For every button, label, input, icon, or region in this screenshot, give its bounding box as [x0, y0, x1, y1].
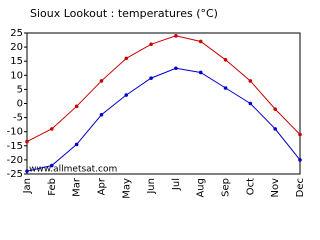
point: [248, 101, 253, 106]
y-tick-label: -15: [7, 141, 23, 152]
y-tick-label: 15: [10, 56, 23, 67]
point: [174, 34, 178, 38]
y-tick-label: -20: [7, 155, 23, 166]
watermark: www.allmetsat.com: [29, 165, 117, 175]
y-tick-label: -5: [13, 113, 23, 124]
x-tick-label: Dec: [295, 178, 305, 197]
plot-frame: [26, 32, 301, 175]
y-tick-label: 10: [10, 70, 23, 81]
y-tick-label: 20: [10, 42, 23, 53]
point: [99, 112, 104, 117]
point: [124, 56, 129, 61]
point: [223, 86, 228, 90]
y-tick-label: 25: [10, 28, 23, 39]
point: [25, 169, 29, 173]
x-tick-label: Mar: [72, 177, 83, 197]
x-tick-label: Jul: [171, 178, 182, 191]
point: [298, 132, 302, 137]
point: [174, 66, 178, 71]
x-tick-label: Jan: [22, 178, 33, 194]
point: [273, 107, 277, 111]
point: [298, 158, 302, 162]
y-tick-label: 0: [17, 99, 23, 110]
x-tick-label: Nov: [270, 178, 281, 198]
point: [149, 42, 153, 47]
point: [50, 127, 54, 131]
point: [50, 163, 54, 168]
point: [223, 57, 228, 62]
y-tick-label: 5: [17, 84, 23, 95]
point: [99, 79, 104, 83]
y-tick-label: -25: [7, 169, 23, 180]
x-tick-label: Sep: [221, 178, 232, 197]
point: [124, 93, 129, 97]
series-line: [26, 35, 301, 143]
x-tick-label: Feb: [47, 178, 58, 196]
point: [273, 127, 277, 131]
y-tick-label: -10: [7, 127, 23, 138]
x-tick-label: Apr: [96, 177, 107, 195]
point: [198, 39, 203, 44]
point: [25, 139, 29, 144]
x-tick-label: Jun: [146, 178, 157, 195]
point: [248, 79, 253, 83]
x-tick-label: Aug: [196, 178, 207, 198]
point: [149, 76, 153, 80]
point: [74, 104, 79, 109]
x-tick-label: May: [121, 178, 132, 199]
point: [74, 142, 79, 147]
chart: Sioux Lookout : temperatures (°C) www.al…: [7, 7, 305, 199]
chart-title: Sioux Lookout : temperatures (°C): [30, 7, 218, 20]
point: [198, 70, 203, 75]
x-tick-label: Oct: [245, 178, 256, 195]
series-line: [26, 67, 301, 172]
